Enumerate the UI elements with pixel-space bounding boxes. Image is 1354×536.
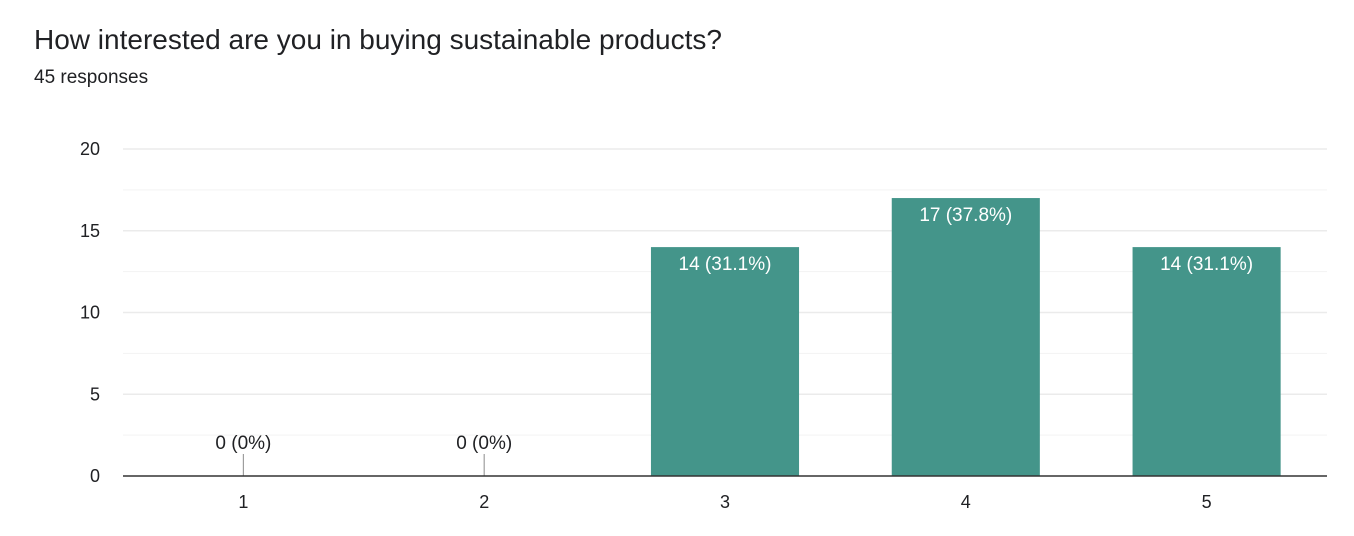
y-tick-label: 5 — [90, 384, 100, 404]
bar — [650, 247, 800, 476]
bar — [1132, 247, 1281, 476]
data-labels: 0 (0%) 0 (0%) 14 (31.1%) 17 (37.8%) 14 (31.1… — [215, 205, 1253, 454]
data-label: 14 (31.1%) — [679, 254, 772, 275]
y-tick-label: 15 — [80, 221, 100, 241]
question-title: How interested are you in buying sustain… — [34, 24, 722, 55]
data-label: 0 (0%) — [215, 433, 271, 454]
bar — [891, 198, 1040, 477]
x-tick-label: 3 — [720, 492, 730, 512]
bars — [242, 198, 1281, 477]
x-axis-ticks: 1 2 3 4 5 — [238, 492, 1211, 512]
y-tick-label: 10 — [80, 303, 100, 323]
response-count: 45 responses — [34, 67, 149, 88]
data-label: 0 (0%) — [456, 433, 512, 454]
data-label: 17 (37.8%) — [919, 205, 1012, 226]
data-label: 14 (31.1%) — [1160, 254, 1253, 275]
x-tick-label: 1 — [238, 492, 248, 512]
y-tick-label: 20 — [80, 139, 100, 159]
x-tick-label: 5 — [1202, 492, 1212, 512]
x-tick-label: 4 — [961, 492, 971, 512]
y-axis-ticks: 0 5 10 15 20 — [80, 139, 100, 486]
y-tick-label: 0 — [90, 466, 100, 486]
x-tick-label: 2 — [479, 492, 489, 512]
